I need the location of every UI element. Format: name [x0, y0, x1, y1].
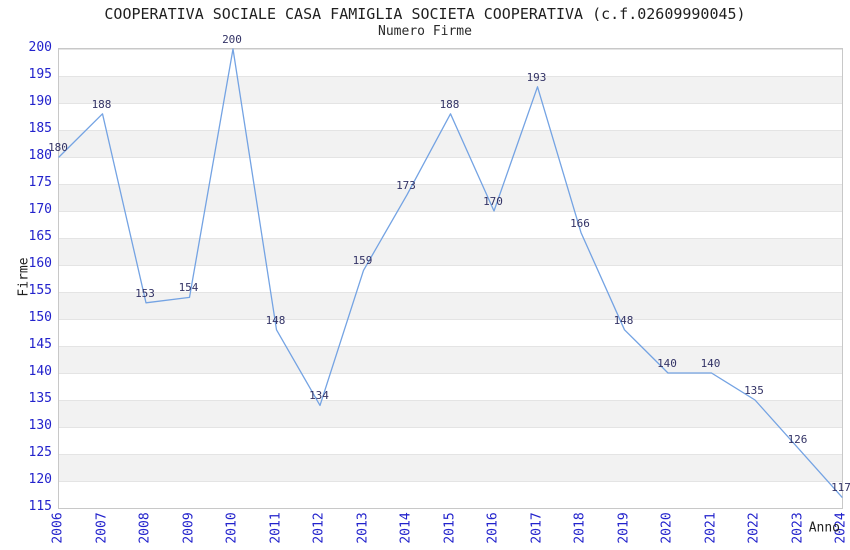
x-tick-label: 2022 — [746, 512, 762, 544]
y-tick-label: 180 — [28, 148, 52, 163]
chart-subtitle: Numero Firme — [378, 24, 472, 39]
y-tick-label: 130 — [28, 418, 52, 433]
y-axis-label: Firme — [16, 257, 32, 297]
grid-band — [59, 319, 842, 346]
y-tick-label: 170 — [28, 202, 52, 217]
line-series-svg — [58, 48, 843, 498]
x-tick-label: 2020 — [659, 512, 675, 544]
grid-band — [59, 211, 842, 238]
point-label: 117 — [831, 481, 850, 495]
y-tick-label: 135 — [28, 391, 52, 406]
x-tick-label: 2021 — [703, 512, 718, 544]
x-axis-label: Anno — [808, 520, 840, 536]
y-tick-label: 200 — [28, 40, 52, 55]
y-tick-label: 165 — [28, 229, 52, 244]
grid-band — [59, 400, 842, 427]
y-tick-label: 185 — [28, 121, 52, 136]
x-tick-label: 2016 — [485, 512, 501, 544]
point-label: 126 — [787, 432, 808, 446]
point-label: 188 — [439, 97, 460, 111]
point-label: 188 — [91, 97, 112, 111]
grid-band — [59, 238, 842, 265]
point-label: 134 — [309, 389, 329, 403]
grid-band — [59, 103, 842, 130]
grid-band — [59, 49, 842, 76]
series-line — [58, 48, 843, 498]
grid-band — [59, 265, 842, 292]
chart-title: COOPERATIVA SOCIALE CASA FAMIGLIA SOCIET… — [104, 5, 746, 23]
point-label: 154 — [178, 281, 199, 295]
x-tick-label: 2017 — [529, 512, 544, 544]
grid-band — [59, 130, 842, 157]
grid-band — [59, 184, 842, 211]
point-label: 153 — [135, 286, 155, 300]
x-tick-label: 2011 — [268, 512, 283, 544]
x-tick-label: 2012 — [311, 512, 327, 544]
y-tick-label: 160 — [28, 256, 52, 271]
plot-area — [58, 48, 843, 509]
grid-band — [59, 76, 842, 103]
x-tick-label: 2008 — [137, 512, 153, 544]
y-tick-label: 155 — [28, 283, 52, 298]
y-tick-label: 150 — [28, 310, 52, 325]
point-label: 148 — [613, 313, 634, 327]
grid-band — [59, 157, 842, 184]
grid-band — [59, 346, 842, 373]
point-label: 200 — [222, 33, 242, 46]
grid-band — [59, 454, 842, 481]
point-label: 170 — [483, 195, 503, 208]
x-tick-label: 2018 — [572, 512, 588, 544]
grid-band — [59, 481, 842, 508]
x-tick-label: 2014 — [398, 512, 414, 544]
x-tick-label: 2023 — [790, 512, 805, 544]
x-tick-label: 2019 — [616, 512, 631, 544]
x-tick-label: 2015 — [442, 512, 457, 544]
y-tick-label: 120 — [28, 472, 52, 487]
point-label: 166 — [570, 216, 590, 230]
point-label: 148 — [265, 313, 286, 327]
point-label: 135 — [744, 384, 764, 397]
point-label: 159 — [352, 254, 373, 268]
y-tick-label: 175 — [28, 175, 52, 190]
y-tick-label: 125 — [28, 445, 52, 460]
x-tick-label: 2009 — [181, 512, 196, 544]
y-tick-label: 190 — [28, 94, 52, 109]
point-label: 180 — [48, 141, 68, 154]
y-tick-label: 145 — [28, 337, 52, 352]
grid-band — [59, 427, 842, 454]
point-label: 173 — [396, 178, 416, 192]
y-tick-label: 115 — [28, 499, 52, 514]
x-tick-label: 2007 — [94, 512, 109, 544]
y-tick-label: 195 — [28, 67, 52, 82]
x-tick-label: 2013 — [355, 512, 370, 544]
grid-band — [59, 373, 842, 400]
x-tick-label: 2010 — [224, 512, 240, 544]
point-label: 140 — [657, 357, 677, 370]
x-tick-label: 2006 — [50, 512, 66, 544]
point-label: 193 — [526, 70, 547, 84]
y-tick-label: 140 — [28, 364, 52, 379]
point-label: 140 — [700, 357, 721, 370]
